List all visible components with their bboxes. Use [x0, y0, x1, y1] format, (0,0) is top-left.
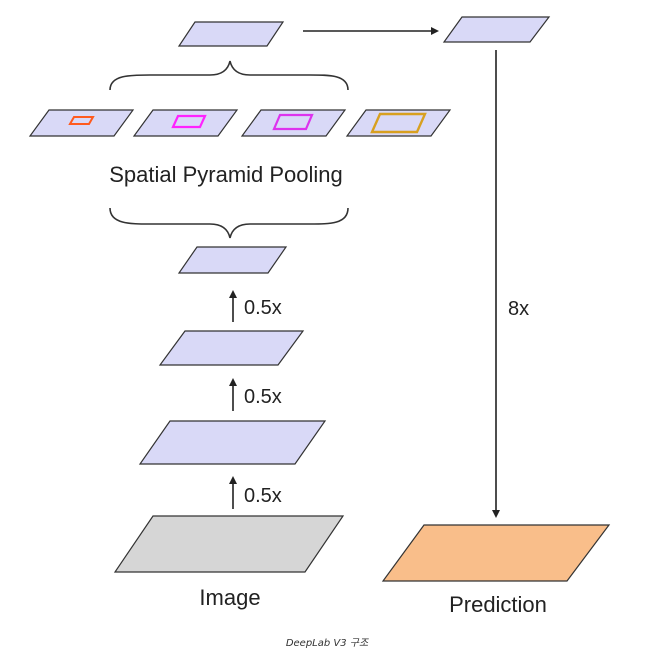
feature-map-2 — [158, 330, 305, 366]
pool-window-4 — [370, 112, 427, 134]
pooling-plane-3 — [240, 109, 347, 137]
scale-label-3: 0.5x — [244, 297, 282, 319]
lower-brace — [109, 207, 349, 239]
concat-plane — [442, 16, 551, 43]
prediction-label: Prediction — [449, 592, 547, 617]
pool-window-3 — [272, 113, 314, 131]
input-image-plane — [113, 515, 345, 573]
feature-map-1 — [138, 420, 327, 465]
scale-label-1: 0.5x — [244, 485, 282, 507]
pooling-plane-4 — [345, 109, 452, 137]
image-label: Image — [199, 585, 260, 610]
pooling-plane-1 — [28, 109, 135, 137]
spp-output-plane — [177, 21, 285, 47]
pooling-plane-2 — [132, 109, 239, 137]
pool-window-2 — [171, 114, 207, 129]
feature-map-3 — [177, 246, 288, 274]
scale-label-2: 0.5x — [244, 386, 282, 408]
prediction-plane — [381, 524, 611, 582]
spp-label: Spatial Pyramid Pooling — [109, 162, 343, 187]
upsample-label: 8x — [508, 298, 529, 320]
upper-brace — [109, 60, 349, 91]
pool-window-1 — [68, 116, 95, 125]
figure-caption: DeepLab V3 구조 — [285, 638, 369, 649]
